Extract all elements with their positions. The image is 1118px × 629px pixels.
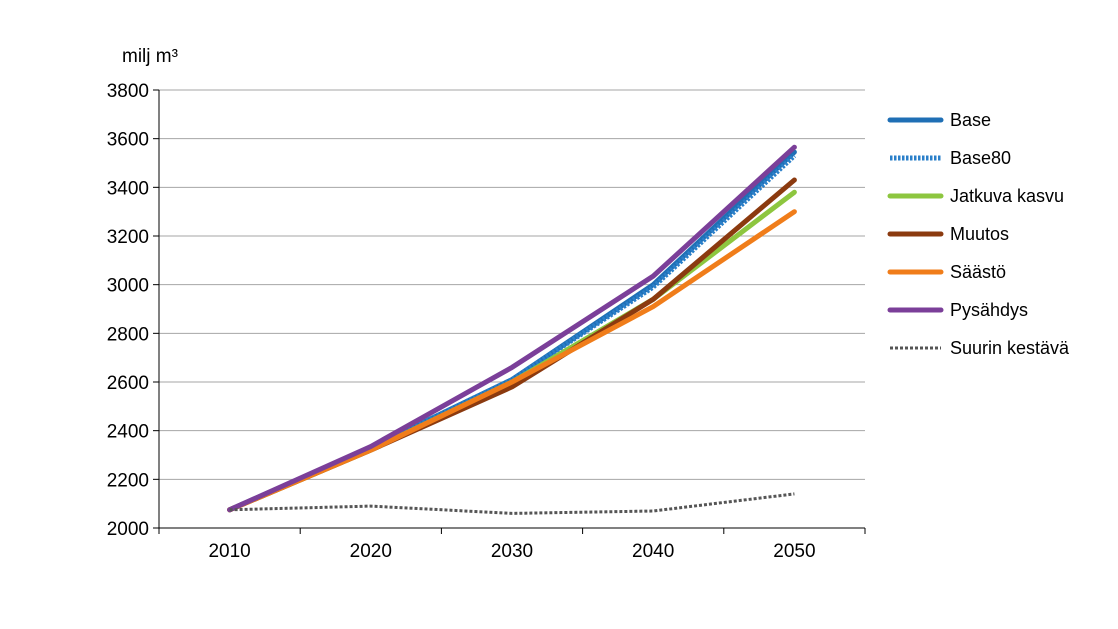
y-tick-label: 3000	[107, 276, 149, 297]
y-tick-label: 2600	[107, 373, 149, 394]
x-tick-labels: 2010 2020 2030 2040 2050	[208, 541, 815, 562]
gridlines	[153, 89, 865, 529]
x-tick-label: 2050	[773, 541, 815, 562]
legend-label: Jatkuva kasvu	[950, 186, 1064, 206]
y-tick-label: 2400	[107, 422, 149, 443]
y-tick-label: 2200	[107, 470, 149, 491]
x-tick-label: 2010	[208, 541, 250, 562]
y-tick-label: 2800	[107, 324, 149, 345]
y-tick-label: 2000	[107, 519, 149, 540]
y-tick-label: 3200	[107, 227, 149, 248]
legend-label: Suurin kestävä	[950, 338, 1070, 358]
series-lines	[227, 144, 797, 515]
x-tick-label: 2040	[632, 541, 674, 562]
y-tick-labels: 2000 2200 2400 2600 2800 3000 3200 3400 3600 3800	[107, 81, 149, 540]
y-tick-label: 3600	[107, 130, 149, 151]
axes	[158, 90, 866, 534]
series-line-7	[229, 492, 795, 515]
series-line-1	[227, 149, 797, 513]
y-tick-label: 3400	[107, 178, 149, 199]
x-tick-label: 2030	[491, 541, 533, 562]
y-axis-title: milj m³	[122, 46, 178, 67]
x-tick-label: 2020	[350, 541, 392, 562]
legend-label: Base	[950, 110, 991, 130]
legend-label: Base80	[950, 148, 1011, 168]
series-line-2	[228, 153, 797, 513]
series-line-6	[227, 144, 797, 513]
legend-label: Pysähdys	[950, 300, 1028, 320]
series-line-3	[227, 189, 797, 513]
legend-label: Muutos	[950, 224, 1009, 244]
y-tick-label: 3800	[107, 81, 149, 102]
legend-label: Säästö	[950, 262, 1006, 282]
legend: Base Base80 Jatkuva kasvu Muutos Säästö Pysäh…	[887, 110, 1070, 358]
